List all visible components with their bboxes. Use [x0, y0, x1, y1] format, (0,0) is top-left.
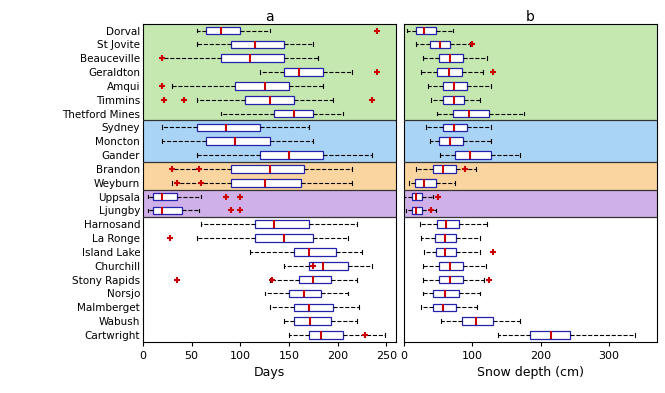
PathPatch shape — [440, 138, 464, 145]
X-axis label: Days: Days — [254, 367, 285, 380]
PathPatch shape — [437, 68, 462, 76]
Bar — [404, 162, 657, 190]
Bar — [143, 121, 396, 162]
PathPatch shape — [444, 96, 464, 103]
Title: b: b — [526, 9, 535, 24]
PathPatch shape — [436, 234, 456, 242]
PathPatch shape — [294, 317, 331, 325]
X-axis label: Snow depth (cm): Snow depth (cm) — [477, 367, 584, 380]
PathPatch shape — [221, 54, 284, 62]
PathPatch shape — [416, 27, 436, 34]
Bar — [404, 24, 657, 121]
PathPatch shape — [432, 165, 456, 173]
PathPatch shape — [412, 207, 422, 214]
Bar — [143, 162, 396, 190]
PathPatch shape — [309, 262, 348, 270]
Title: a: a — [265, 9, 274, 24]
PathPatch shape — [197, 123, 260, 131]
PathPatch shape — [432, 303, 456, 311]
PathPatch shape — [245, 96, 294, 103]
PathPatch shape — [289, 290, 321, 297]
PathPatch shape — [284, 68, 323, 76]
PathPatch shape — [440, 54, 464, 62]
PathPatch shape — [153, 207, 182, 214]
PathPatch shape — [453, 110, 489, 118]
PathPatch shape — [275, 110, 313, 118]
PathPatch shape — [255, 220, 309, 228]
PathPatch shape — [444, 82, 467, 90]
PathPatch shape — [255, 234, 313, 242]
PathPatch shape — [260, 151, 323, 159]
PathPatch shape — [231, 165, 304, 173]
PathPatch shape — [294, 303, 333, 311]
PathPatch shape — [444, 123, 467, 131]
Bar — [143, 24, 396, 121]
PathPatch shape — [416, 179, 436, 187]
PathPatch shape — [437, 220, 459, 228]
PathPatch shape — [231, 40, 284, 48]
PathPatch shape — [430, 40, 450, 48]
PathPatch shape — [531, 331, 570, 339]
PathPatch shape — [412, 193, 422, 200]
PathPatch shape — [440, 276, 464, 283]
Bar — [404, 190, 657, 217]
PathPatch shape — [462, 317, 493, 325]
PathPatch shape — [455, 151, 491, 159]
PathPatch shape — [231, 179, 301, 187]
Bar — [404, 121, 657, 162]
PathPatch shape — [153, 193, 177, 200]
PathPatch shape — [206, 27, 240, 34]
PathPatch shape — [433, 290, 459, 297]
Bar — [143, 190, 396, 217]
PathPatch shape — [294, 248, 336, 256]
PathPatch shape — [436, 248, 456, 256]
PathPatch shape — [439, 262, 464, 270]
PathPatch shape — [299, 276, 331, 283]
PathPatch shape — [309, 331, 342, 339]
PathPatch shape — [235, 82, 289, 90]
PathPatch shape — [206, 138, 269, 145]
